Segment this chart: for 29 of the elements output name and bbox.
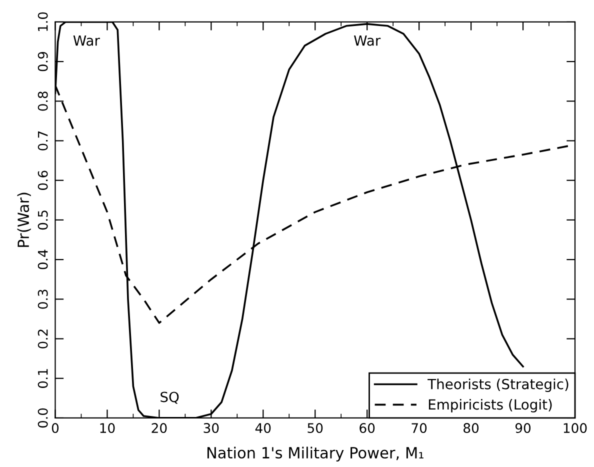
annotation: War xyxy=(354,35,381,46)
x-tick-label: 70 xyxy=(412,423,427,434)
annotation: War xyxy=(73,35,100,46)
y-tick-label: 0.5 xyxy=(38,210,48,230)
x-tick-label: 40 xyxy=(255,423,271,434)
y-tick-label: 0.2 xyxy=(38,330,48,348)
x-tick-label: 30 xyxy=(204,423,219,434)
x-tick-label: 100 xyxy=(564,423,587,434)
x-tick-label: 80 xyxy=(464,423,479,434)
x-tick-label: 50 xyxy=(308,423,323,434)
y-tick-label: 0.4 xyxy=(38,250,48,270)
annotation: SQ xyxy=(160,392,179,404)
legend-label: Empiricists (Logit) xyxy=(428,398,552,412)
y-tick-label: 1.0 xyxy=(38,12,48,31)
y-tick-label: 0.7 xyxy=(38,131,48,150)
y-tick-label: 0.0 xyxy=(38,408,48,428)
x-tick-label: 10 xyxy=(100,423,115,434)
x-tick-label: 90 xyxy=(515,423,531,434)
y-tick-label: 0.3 xyxy=(38,290,48,309)
y-tick-label: 0.1 xyxy=(38,369,48,388)
x-axis-title: Nation 1's Military Power, M₁ xyxy=(207,446,424,462)
x-tick-label: 60 xyxy=(360,423,375,434)
x-tick-label: 0 xyxy=(52,423,59,434)
y-tick-label: 0.8 xyxy=(38,92,48,111)
x-tick-label: 20 xyxy=(152,423,167,434)
y-tick-label: 0.9 xyxy=(38,52,48,72)
y-axis-title: Pr(War) xyxy=(17,192,31,247)
y-tick-label: 0.6 xyxy=(38,170,48,190)
legend-label: Theorists (Strategic) xyxy=(428,378,568,392)
